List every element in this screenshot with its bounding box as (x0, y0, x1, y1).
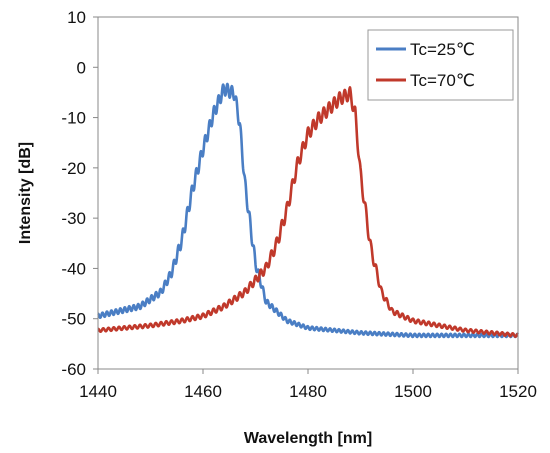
x-tick-label: 1460 (184, 382, 222, 401)
x-tick-label: 1520 (499, 382, 537, 401)
x-tick-label: 1440 (79, 382, 117, 401)
series-line-1 (96, 82, 520, 339)
y-tick-label: -10 (61, 109, 86, 128)
y-tick-label: -60 (61, 360, 86, 379)
legend-box (367, 29, 514, 101)
y-tick-label: -50 (61, 310, 86, 329)
y-axis: 10 0 -10 -20 -30 -40 -50 -60 (61, 8, 98, 379)
plot-lines (96, 82, 520, 339)
x-axis-title: Wavelength [nm] (244, 430, 372, 447)
y-tick-label: 10 (67, 8, 86, 27)
x-tick-label: 1500 (394, 382, 432, 401)
y-tick-label: -20 (61, 159, 86, 178)
legend-label-2: Tc=70℃ (410, 71, 475, 90)
y-tick-label: -40 (61, 259, 86, 278)
y-axis-title: Intensity [dB] (17, 142, 34, 244)
series-line-2 (96, 86, 520, 338)
y-tick-label: 0 (77, 58, 86, 77)
y-tick-label: -30 (61, 209, 86, 228)
legend: Tc=25℃ Tc=70℃ (367, 29, 514, 101)
legend-label-1: Tc=25℃ (410, 40, 475, 59)
x-axis: 1440 1460 1480 1500 1520 (79, 369, 537, 401)
x-tick-label: 1480 (289, 382, 327, 401)
